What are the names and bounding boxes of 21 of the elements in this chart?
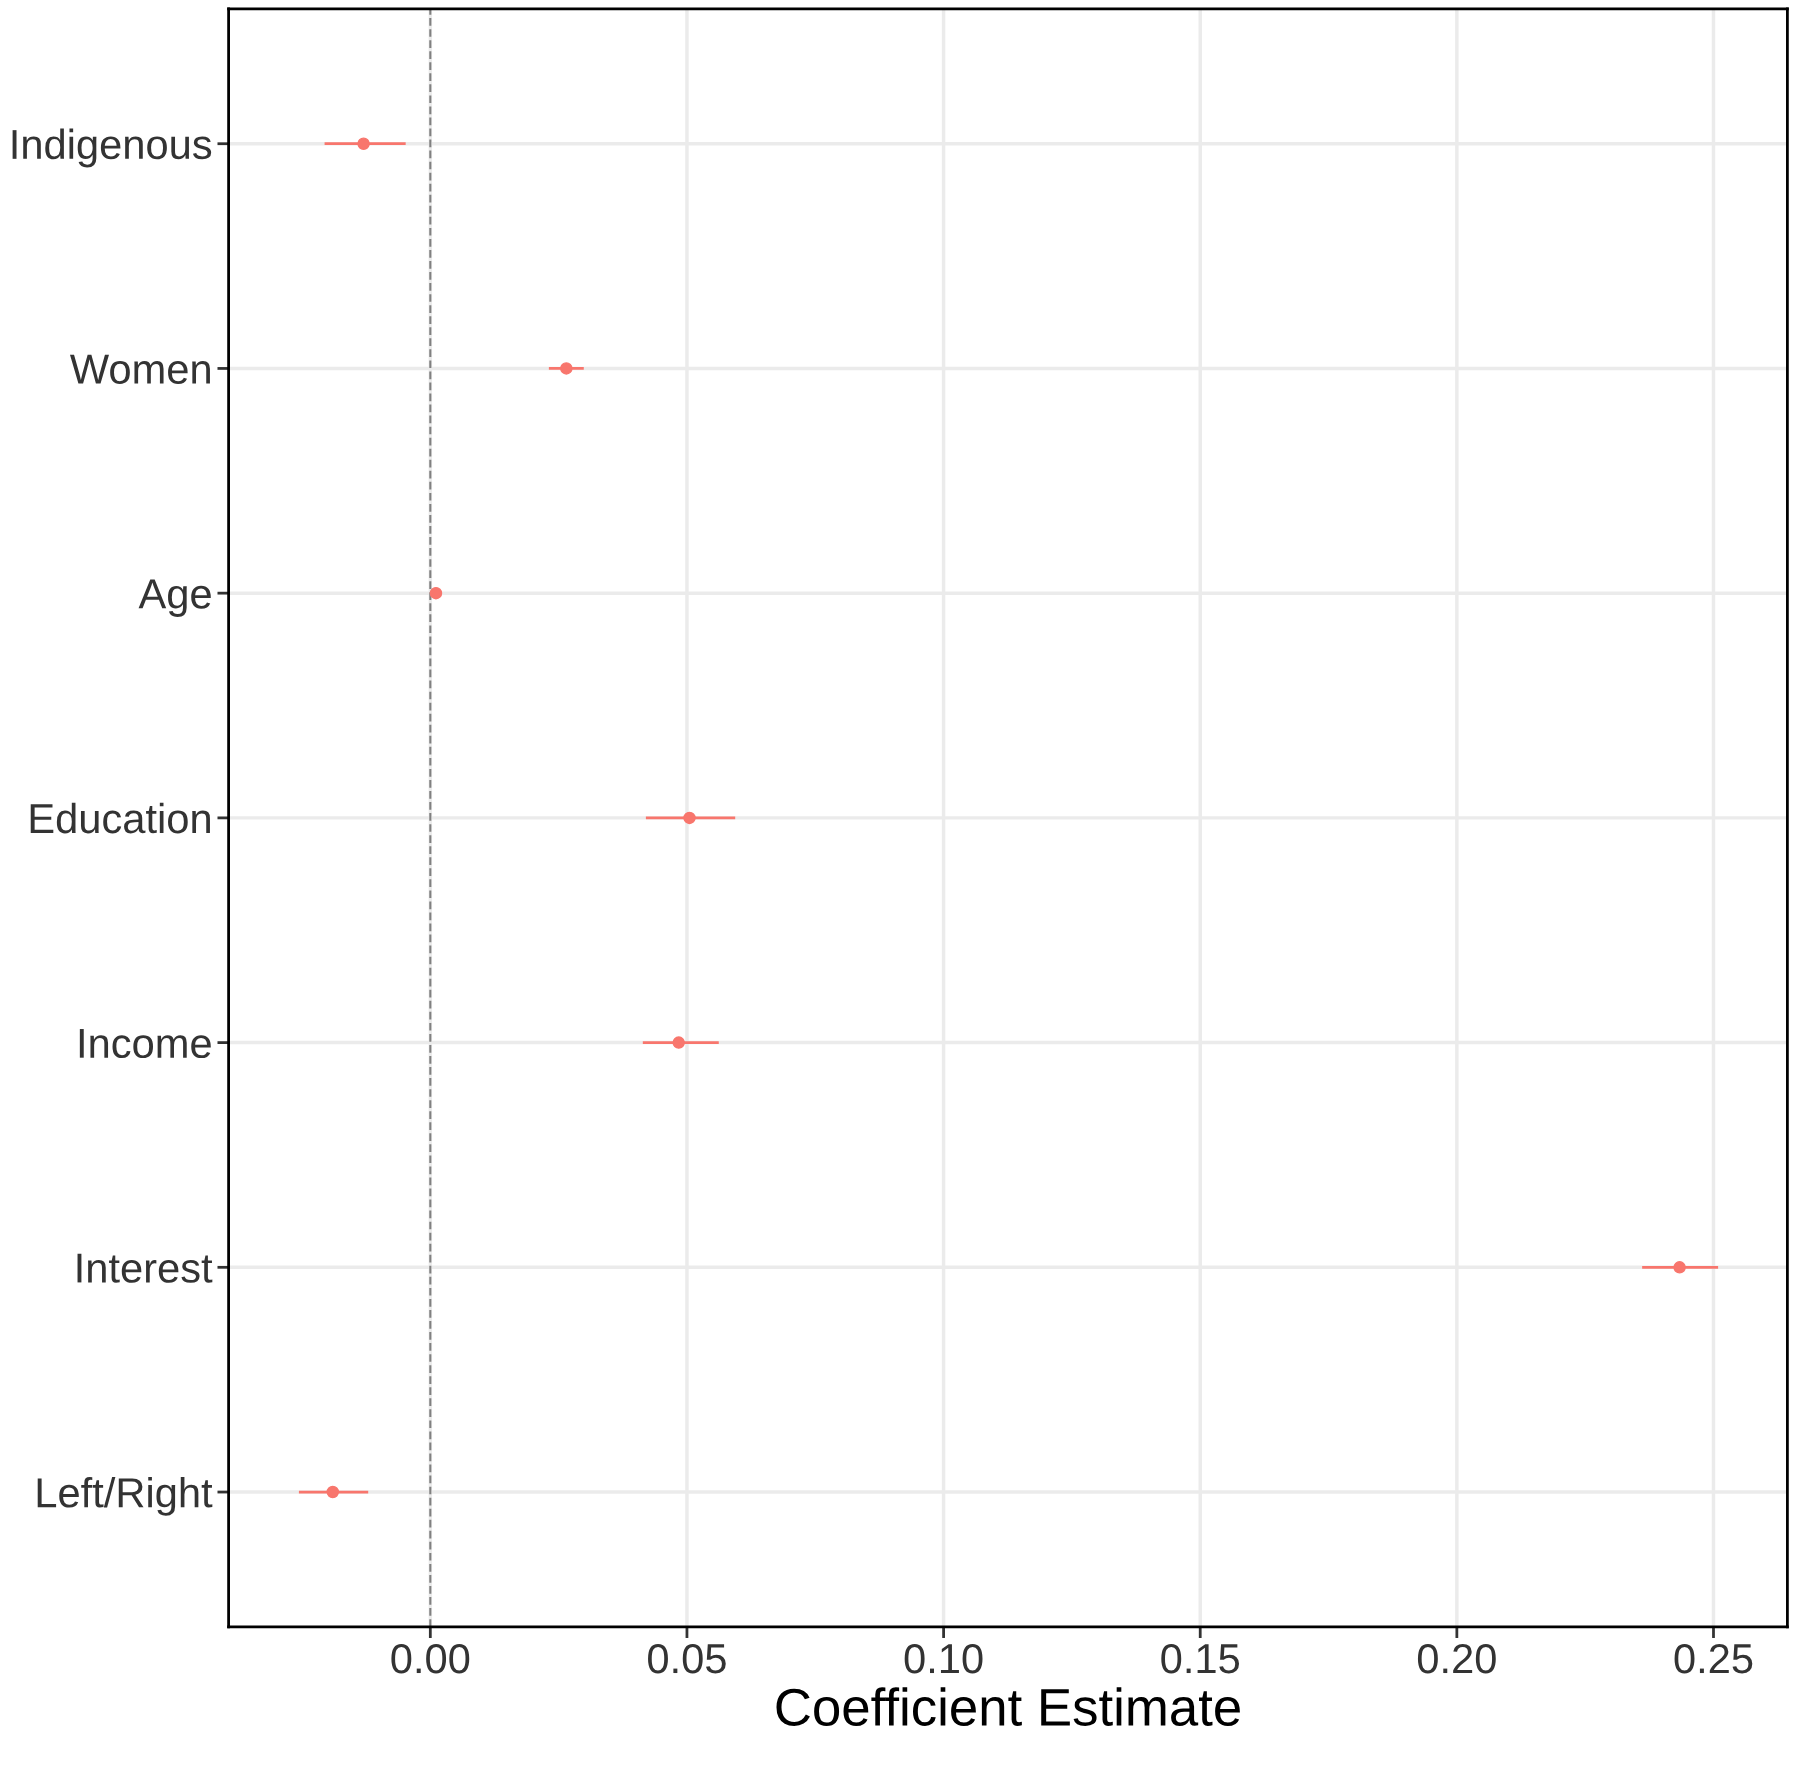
point [560,362,573,375]
point [326,1485,340,1499]
point [672,1036,685,1049]
point [357,137,370,150]
x-tick-label: 0.05 [648,1643,726,1674]
x-tick-label: 0.10 [904,1643,983,1674]
y-tick-label: Left/Right [37,1476,213,1516]
x-axis-title: Coefficient Estimate [776,1687,1240,1727]
y-tick-label: Interest [77,1253,213,1283]
point [1673,1261,1686,1274]
y-tick-label: Indigenous [12,128,212,168]
point [429,586,443,600]
x-tick-label: 0.25 [1674,1643,1753,1674]
x-tick-label: 0.15 [1161,1643,1240,1674]
x-tick-label: 0.00 [391,1643,470,1674]
y-tick-label: Income [79,1029,211,1059]
y-tick-label: Age [138,579,211,617]
x-tick-label: 0.20 [1417,1643,1496,1674]
y-tick-label: Education [30,802,210,834]
point [683,811,696,825]
y-tick-label: Women [69,354,210,384]
